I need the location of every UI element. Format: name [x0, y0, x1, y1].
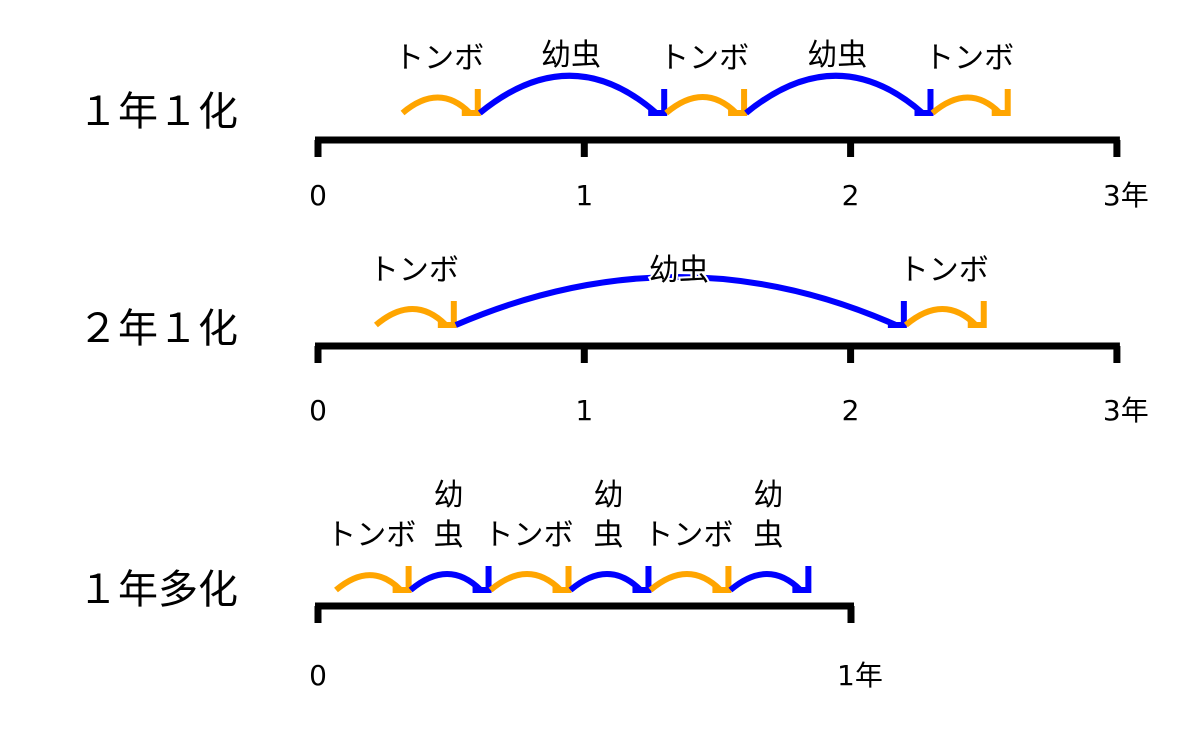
arrowhead-icon	[392, 566, 412, 593]
stage-arc	[400, 94, 472, 116]
tick-label: 3年	[1103, 179, 1149, 212]
arrowhead-icon	[552, 566, 572, 593]
stage-label: 幼	[753, 478, 783, 513]
stage-arc	[664, 94, 739, 116]
larva-stage-arrow: 幼虫	[477, 38, 668, 116]
arrowhead-icon	[728, 89, 748, 116]
tick-label: 2	[842, 179, 860, 212]
stage-arc	[373, 306, 448, 328]
stage-arc	[488, 571, 563, 593]
dragonfly-stage-arrow: トンボ	[326, 518, 416, 593]
tick-label: 2	[842, 394, 860, 427]
dragonfly-stage-arrow: トンボ	[394, 41, 484, 116]
dragonfly-stage-arrow: トンボ	[659, 41, 749, 116]
stage-arc	[568, 571, 643, 593]
stage-label: 幼虫	[649, 253, 709, 288]
stage-label: 虫	[434, 518, 464, 553]
tick-label: 1年	[837, 659, 883, 692]
stage-arc	[930, 94, 1002, 116]
stage-arc	[334, 572, 403, 593]
stage-label: 幼虫	[807, 38, 867, 73]
stage-arc	[648, 571, 723, 593]
timeline-row: １年１化 0 1 2 3年 トンボ 幼虫 トンボ 幼虫 トンボ	[78, 38, 1149, 212]
tick-label: 0	[309, 179, 327, 212]
stage-label: トンボ	[394, 41, 484, 76]
stage-arc	[408, 571, 483, 593]
dragonfly-stage-arrow: トンボ	[484, 518, 574, 593]
stage-arc	[903, 306, 978, 328]
dragonfly-stage-arrow: トンボ	[643, 518, 733, 593]
arrowhead-icon	[887, 301, 907, 328]
arrowhead-icon	[472, 566, 492, 593]
tick-label: 3年	[1103, 394, 1149, 427]
arrowhead-icon	[914, 89, 934, 116]
stage-label: 虫	[753, 518, 783, 553]
stage-label: トンボ	[659, 41, 749, 76]
stage-label: 幼	[593, 478, 623, 513]
dragonfly-stage-arrow: トンボ	[369, 253, 459, 328]
timeline-row: ２年１化 0 1 2 3年 トンボ 幼虫 トンボ	[78, 251, 1149, 427]
arrowhead-icon	[712, 566, 732, 593]
tick-label: 1	[575, 179, 593, 212]
arrowhead-icon	[461, 89, 481, 116]
larva-stage-arrow: 幼虫	[568, 478, 652, 593]
arrowhead-icon	[648, 89, 668, 116]
dragonfly-stage-arrow: トンボ	[899, 253, 989, 328]
larva-stage-arrow: 幼虫	[744, 38, 934, 116]
tick-label: 0	[309, 394, 327, 427]
stage-label: 幼虫	[541, 38, 601, 73]
row-label: １年多化	[78, 567, 238, 613]
stage-label: トンボ	[326, 518, 416, 553]
dragonfly-stage-arrow: トンボ	[924, 41, 1014, 116]
stage-label: トンボ	[643, 518, 733, 553]
stage-label: トンボ	[484, 518, 574, 553]
arrowhead-icon	[967, 301, 987, 328]
stage-arc	[744, 72, 925, 116]
larva-stage-arrow: 幼虫	[728, 478, 812, 593]
tick-label: 1	[575, 394, 593, 427]
tick-label: 0	[309, 659, 327, 692]
arrowhead-icon	[991, 89, 1011, 116]
arrowhead-icon	[437, 301, 457, 328]
larva-stage-arrow: 幼虫	[454, 251, 907, 328]
arrowhead-icon	[632, 566, 652, 593]
larva-stage-arrow: 幼虫	[408, 478, 492, 593]
stage-arc	[477, 72, 659, 116]
stage-label: トンボ	[899, 253, 989, 288]
stage-label: トンボ	[369, 253, 459, 288]
stage-arc	[728, 571, 803, 593]
row-label: ２年１化	[78, 306, 238, 352]
row-label: １年１化	[78, 89, 238, 135]
stage-label: 虫	[593, 518, 623, 553]
stage-label: トンボ	[924, 41, 1014, 76]
arrowhead-icon	[792, 566, 812, 593]
stage-arc	[454, 274, 898, 328]
stage-label: 幼	[434, 478, 464, 513]
